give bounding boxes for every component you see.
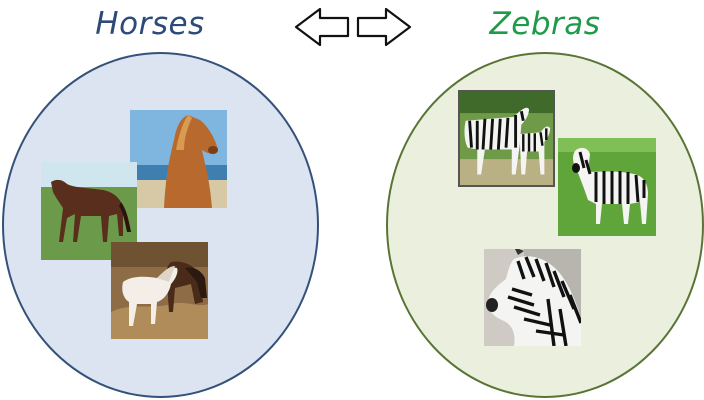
horse-photo-chestnut-beach <box>130 110 227 208</box>
left-arrow-icon <box>294 7 350 47</box>
horse-photo-running-herd <box>111 242 208 339</box>
zebras-title: Zebras <box>489 6 601 42</box>
zebra-photo-pair-standing <box>458 90 555 187</box>
right-arrow-icon <box>356 7 412 47</box>
bidirectional-arrows <box>294 7 412 47</box>
horses-title: Horses <box>95 6 205 42</box>
zebra-photo-grazing-field <box>558 138 656 236</box>
horse-photo-dark-bay-walking <box>41 162 137 260</box>
zebra-photo-head-closeup <box>484 249 581 346</box>
